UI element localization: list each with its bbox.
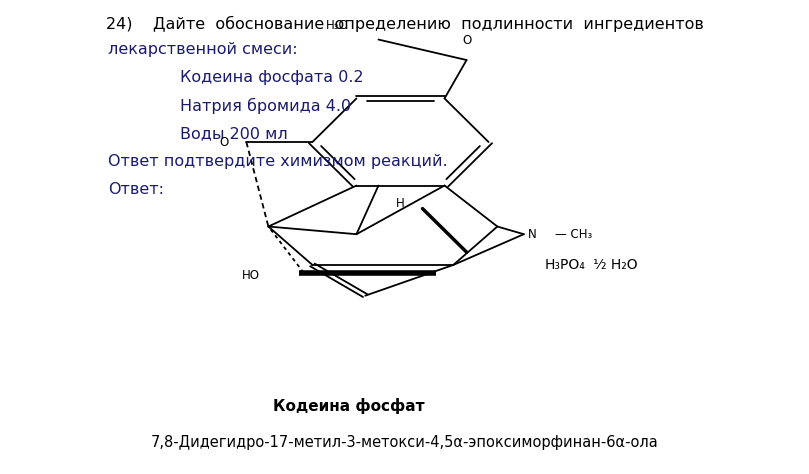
Text: N: N <box>528 228 537 241</box>
Text: Кодеина фосфат: Кодеина фосфат <box>273 398 424 414</box>
Text: Ответ:: Ответ: <box>108 182 164 197</box>
Text: 7,8-Дидегидро-17-метил-3-метокси-4,5α-эпоксиморфинан-6α-ола: 7,8-Дидегидро-17-метил-3-метокси-4,5α-эп… <box>150 435 659 450</box>
Text: Ответ подтвердите химизмом реакций.: Ответ подтвердите химизмом реакций. <box>108 154 448 169</box>
Text: Воды 200 мл: Воды 200 мл <box>180 126 288 141</box>
Text: O: O <box>219 136 229 148</box>
Text: ¹⁄₂ H₂O: ¹⁄₂ H₂O <box>593 258 637 272</box>
Text: Натрия бромида 4.0: Натрия бромида 4.0 <box>180 98 351 114</box>
Text: 24)    Дайте  обоснование  определению  подлинности  ингредиентов: 24) Дайте обоснование определению подлин… <box>105 16 704 32</box>
Text: лекарственной смеси:: лекарственной смеси: <box>108 42 298 57</box>
Text: H₃PO₄: H₃PO₄ <box>544 258 586 272</box>
Text: H: H <box>396 197 404 210</box>
Text: — CH₃: — CH₃ <box>555 228 592 241</box>
Text: HO: HO <box>242 269 260 282</box>
Text: O: O <box>462 34 471 47</box>
Text: H₃C: H₃C <box>326 19 348 32</box>
Text: Кодеина фосфата 0.2: Кодеина фосфата 0.2 <box>180 70 364 85</box>
